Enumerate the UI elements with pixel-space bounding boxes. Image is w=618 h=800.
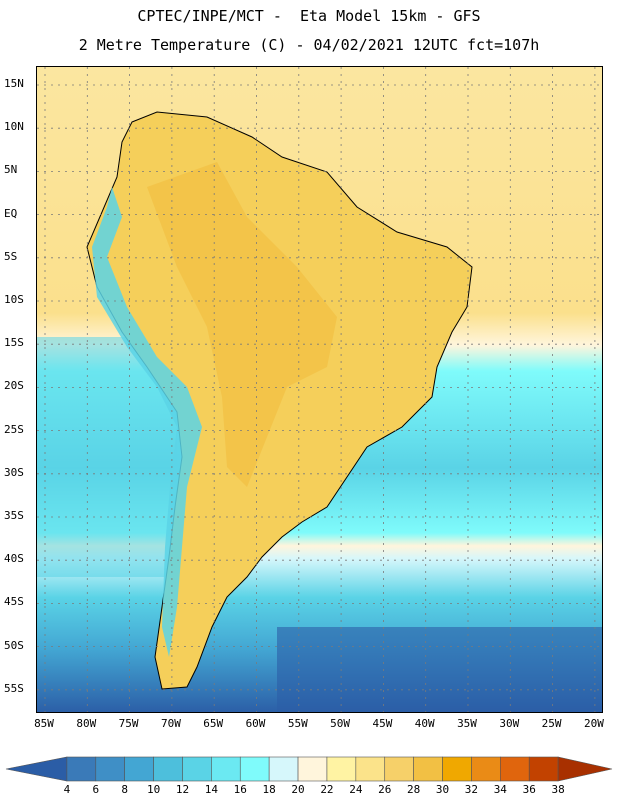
colorbar-swatch: [182, 756, 212, 782]
colorbar-tick-label: 14: [204, 783, 218, 796]
colorbar-tick-label: 10: [146, 783, 161, 796]
lat-label-40s: 40S: [4, 552, 24, 566]
lon-label-55w: 55W: [287, 717, 308, 730]
lat-label-55s: 55S: [4, 681, 24, 695]
colorbar-tick-label: 16: [233, 783, 247, 796]
south-atlantic-cold-zone: [277, 627, 602, 712]
colorbar-swatch: [471, 756, 501, 782]
lon-label-50w: 50W: [330, 717, 351, 730]
colorbar-lower-arrow: [5, 756, 68, 782]
andes-cold-ridge: [92, 187, 202, 657]
colorbar-upper-arrow: [557, 756, 613, 782]
colorbar-swatch: [297, 756, 328, 782]
colorbar-swatch: [500, 756, 530, 782]
colorbar-swatch: [239, 756, 270, 782]
lon-label-45w: 45W: [372, 717, 393, 730]
lat-label-15s: 15S: [4, 336, 24, 350]
colorbar-tick-label: 4: [63, 783, 71, 796]
colorbar-tick-label: 28: [407, 783, 421, 796]
colorbar-tick-label: 22: [320, 783, 334, 796]
lat-label-5s: 5S: [4, 249, 18, 263]
temperature-map: [36, 66, 603, 713]
colorbar-swatch: [413, 756, 443, 782]
lat-label-10s: 10S: [4, 293, 24, 306]
colorbar-swatch: [268, 756, 299, 782]
colorbar-swatch: [442, 756, 472, 782]
lat-label-eq: EQ: [4, 206, 18, 220]
lon-label-35w: 35W: [457, 717, 477, 730]
colorbar-swatch: [326, 756, 357, 782]
temperature-colorbar: [5, 756, 613, 782]
lon-label-65w: 65W: [203, 717, 224, 730]
lat-label-35s: 35S: [4, 509, 24, 522]
colorbar-swatch: [528, 756, 559, 782]
colorbar-swatch: [124, 756, 154, 782]
lon-label-75w: 75W: [118, 717, 139, 730]
graticule: [37, 67, 602, 712]
colorbar-swatch: [95, 756, 125, 782]
map-subtitle: 2 Metre Temperature (C) - 04/02/2021 12U…: [78, 36, 540, 54]
colorbar-tick-label: 12: [175, 783, 190, 796]
colorbar-tick-label: 8: [121, 783, 128, 796]
lon-label-80w: 80W: [76, 717, 97, 730]
colorbar-tick-label: 20: [291, 783, 305, 796]
lon-label-70w: 70W: [160, 717, 181, 730]
colorbar-tick-label: 18: [262, 783, 276, 796]
colorbar-tick-label: 26: [378, 783, 392, 796]
colorbar-tick-label: 32: [464, 783, 479, 796]
colorbar-tick-label: 30: [435, 783, 450, 796]
colorbar-tick-label: 36: [522, 783, 536, 796]
lat-label-30s: 30S: [4, 465, 24, 479]
colorbar-swatch: [355, 756, 386, 782]
lon-label-60w: 60W: [245, 717, 266, 730]
colorbar-tick-label: 38: [551, 783, 565, 796]
lat-label-25s: 25S: [4, 422, 24, 436]
lon-label-40w: 40W: [414, 717, 435, 730]
colorbar-swatch: [66, 756, 97, 782]
lat-label-50s: 50S: [4, 638, 24, 652]
warm-interior-zone: [147, 162, 337, 487]
lat-label-15n: 15N: [4, 77, 24, 90]
colorbar-tick-label: 24: [349, 783, 363, 796]
colorbar-swatch: [384, 756, 414, 782]
colorbar-swatch: [153, 756, 183, 782]
lon-label-25w: 25W: [541, 717, 562, 730]
lat-label-10n: 10N: [4, 120, 24, 134]
lat-label-45s: 45S: [4, 595, 24, 609]
colorbar-tick-label: 34: [493, 783, 507, 796]
lon-label-30w: 30W: [499, 717, 520, 730]
lat-label-20s: 20S: [4, 379, 24, 393]
lon-label-85w: 85W: [34, 717, 54, 730]
colorbar-swatch: [211, 756, 241, 782]
lat-label-5n: 5N: [4, 163, 18, 177]
map-title: CPTEC/INPE/MCT - Eta Model 15km - GFS: [137, 7, 481, 25]
colorbar-tick-label: 6: [92, 783, 100, 796]
lon-label-20w: 20W: [583, 717, 604, 730]
